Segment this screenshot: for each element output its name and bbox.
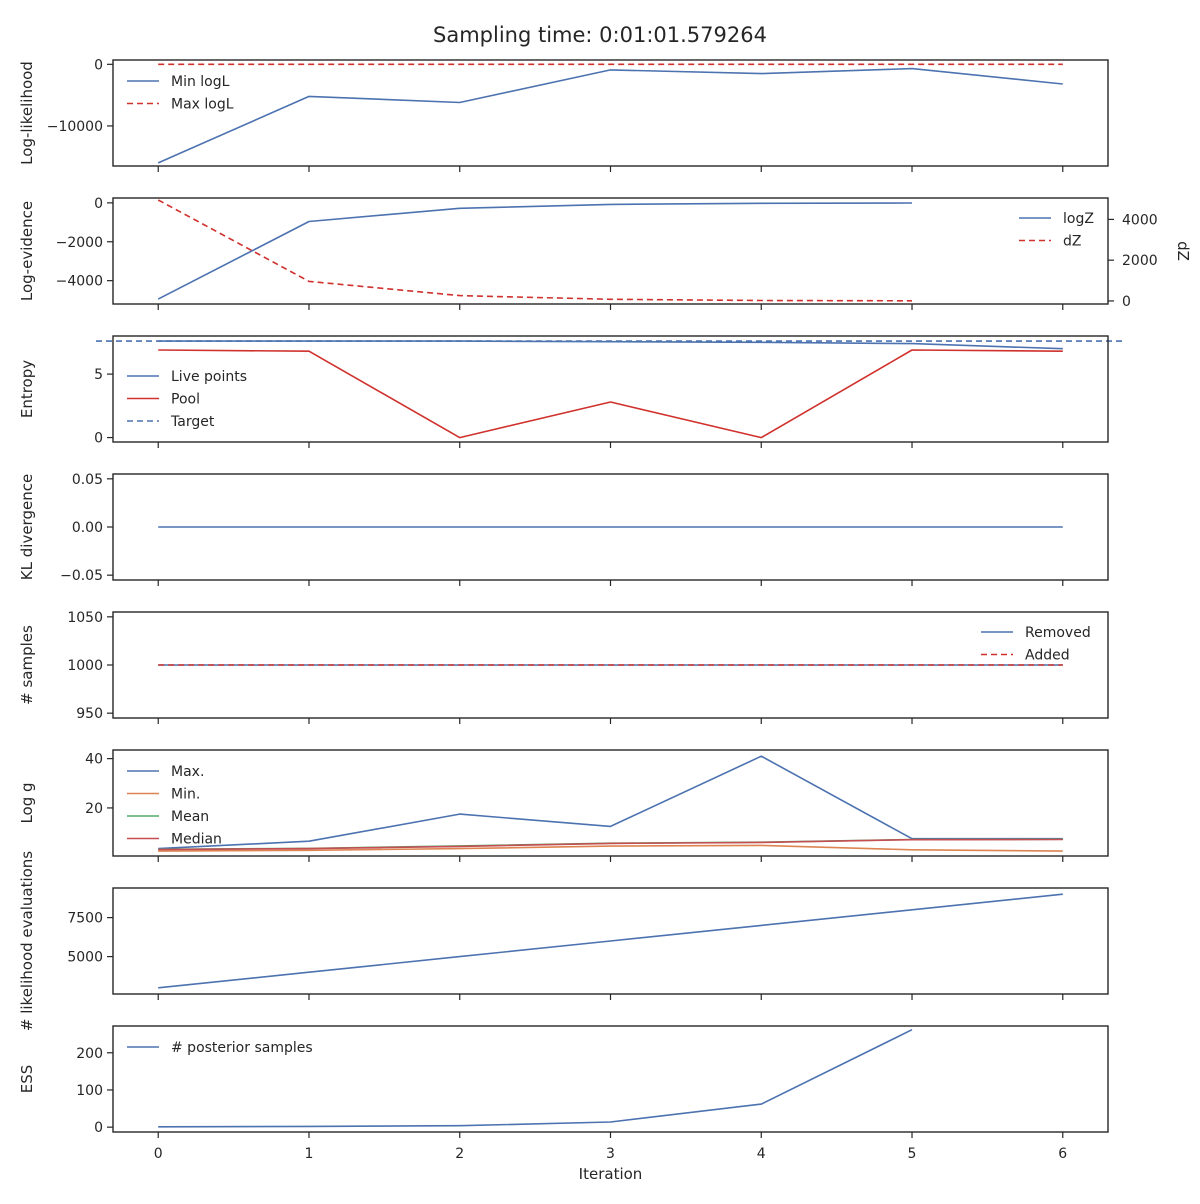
legend-label: Mean <box>171 809 209 825</box>
y-axis-label: KL divergence <box>18 474 36 580</box>
plot-frame <box>112 611 1109 719</box>
legend-label: Max. <box>171 764 204 780</box>
series-line <box>157 67 1063 164</box>
series-line <box>158 349 1063 439</box>
x-tick-label: 4 <box>757 1146 766 1162</box>
y-axis-label: Log-likelihood <box>18 61 36 165</box>
y-tick-label: −0.05 <box>60 568 103 584</box>
x-tick-label: 1 <box>305 1146 314 1162</box>
legend-label: Added <box>1025 648 1070 664</box>
plot-frame <box>112 749 1109 857</box>
y-right-axis-label: dZ <box>1174 241 1192 261</box>
y-tick-label: 0 <box>94 431 103 447</box>
series-line <box>158 755 1063 850</box>
series-line <box>157 202 913 300</box>
y-tick-label: 0 <box>94 57 103 73</box>
y-tick-label: −10000 <box>47 119 103 135</box>
legend-label: Pool <box>171 392 200 408</box>
y-tick-label: 0 <box>94 196 103 212</box>
y-right-tick-label: 0 <box>1122 294 1131 310</box>
y-right-tick-label: 4000 <box>1122 212 1158 228</box>
y-tick-label: 20 <box>85 801 103 817</box>
legend-label: Max logL <box>171 97 234 113</box>
legend-label: # posterior samples <box>171 1040 313 1056</box>
y-tick-label: 950 <box>76 706 103 722</box>
x-tick-label: 5 <box>908 1146 917 1162</box>
y-axis-label: # samples <box>18 625 36 705</box>
series-line <box>157 199 913 302</box>
legend-label: Min. <box>171 787 200 803</box>
x-tick-label: 2 <box>455 1146 464 1162</box>
plot-frame <box>112 59 1109 167</box>
y-tick-label: 100 <box>76 1083 103 1099</box>
legend-label: Median <box>171 832 222 848</box>
y-axis-label: Entropy <box>18 360 36 418</box>
series-line <box>158 844 1063 852</box>
y-tick-label: 7500 <box>67 911 103 927</box>
y-axis-label: Log-evidence <box>18 201 36 301</box>
plot-frame <box>112 1025 1109 1133</box>
legend-label: logZ <box>1063 211 1094 227</box>
y-tick-label: 0 <box>94 1120 103 1136</box>
y-tick-label: 0.00 <box>72 520 103 536</box>
legend-label: Target <box>170 414 215 430</box>
x-tick-label: 6 <box>1058 1146 1067 1162</box>
plot-frame <box>112 473 1109 581</box>
y-tick-label: 5000 <box>67 950 103 966</box>
legend-label: Removed <box>1025 625 1091 641</box>
plot-frame <box>112 887 1109 995</box>
series-line <box>158 838 1063 851</box>
y-tick-label: 5 <box>94 367 103 383</box>
y-axis-label: # likelihood evaluations <box>18 851 36 1031</box>
legend-label: Live points <box>171 369 247 385</box>
y-tick-label: 1050 <box>67 610 103 626</box>
y-axis-label: ESS <box>18 1065 36 1094</box>
series-line <box>158 893 1063 989</box>
y-tick-label: −4000 <box>56 274 103 290</box>
y-tick-label: 0.05 <box>72 472 103 488</box>
plot-frame <box>112 335 1109 443</box>
y-axis-label: Log g <box>18 782 36 823</box>
figure-title: Sampling time: 0:01:01.579264 <box>433 23 767 47</box>
y-tick-label: 1000 <box>67 658 103 674</box>
y-right-tick-label: 2000 <box>1122 253 1158 269</box>
y-tick-label: 40 <box>85 752 103 768</box>
plot-frame <box>112 197 1109 305</box>
legend-label: dZ <box>1063 234 1081 250</box>
x-axis-label: Iteration <box>579 1165 643 1183</box>
y-tick-label: 200 <box>76 1046 103 1062</box>
series-line <box>158 1028 913 1128</box>
x-tick-label: 0 <box>154 1146 163 1162</box>
x-tick-label: 3 <box>606 1146 615 1162</box>
legend-label: Min logL <box>171 74 230 90</box>
y-tick-label: −2000 <box>56 235 103 251</box>
